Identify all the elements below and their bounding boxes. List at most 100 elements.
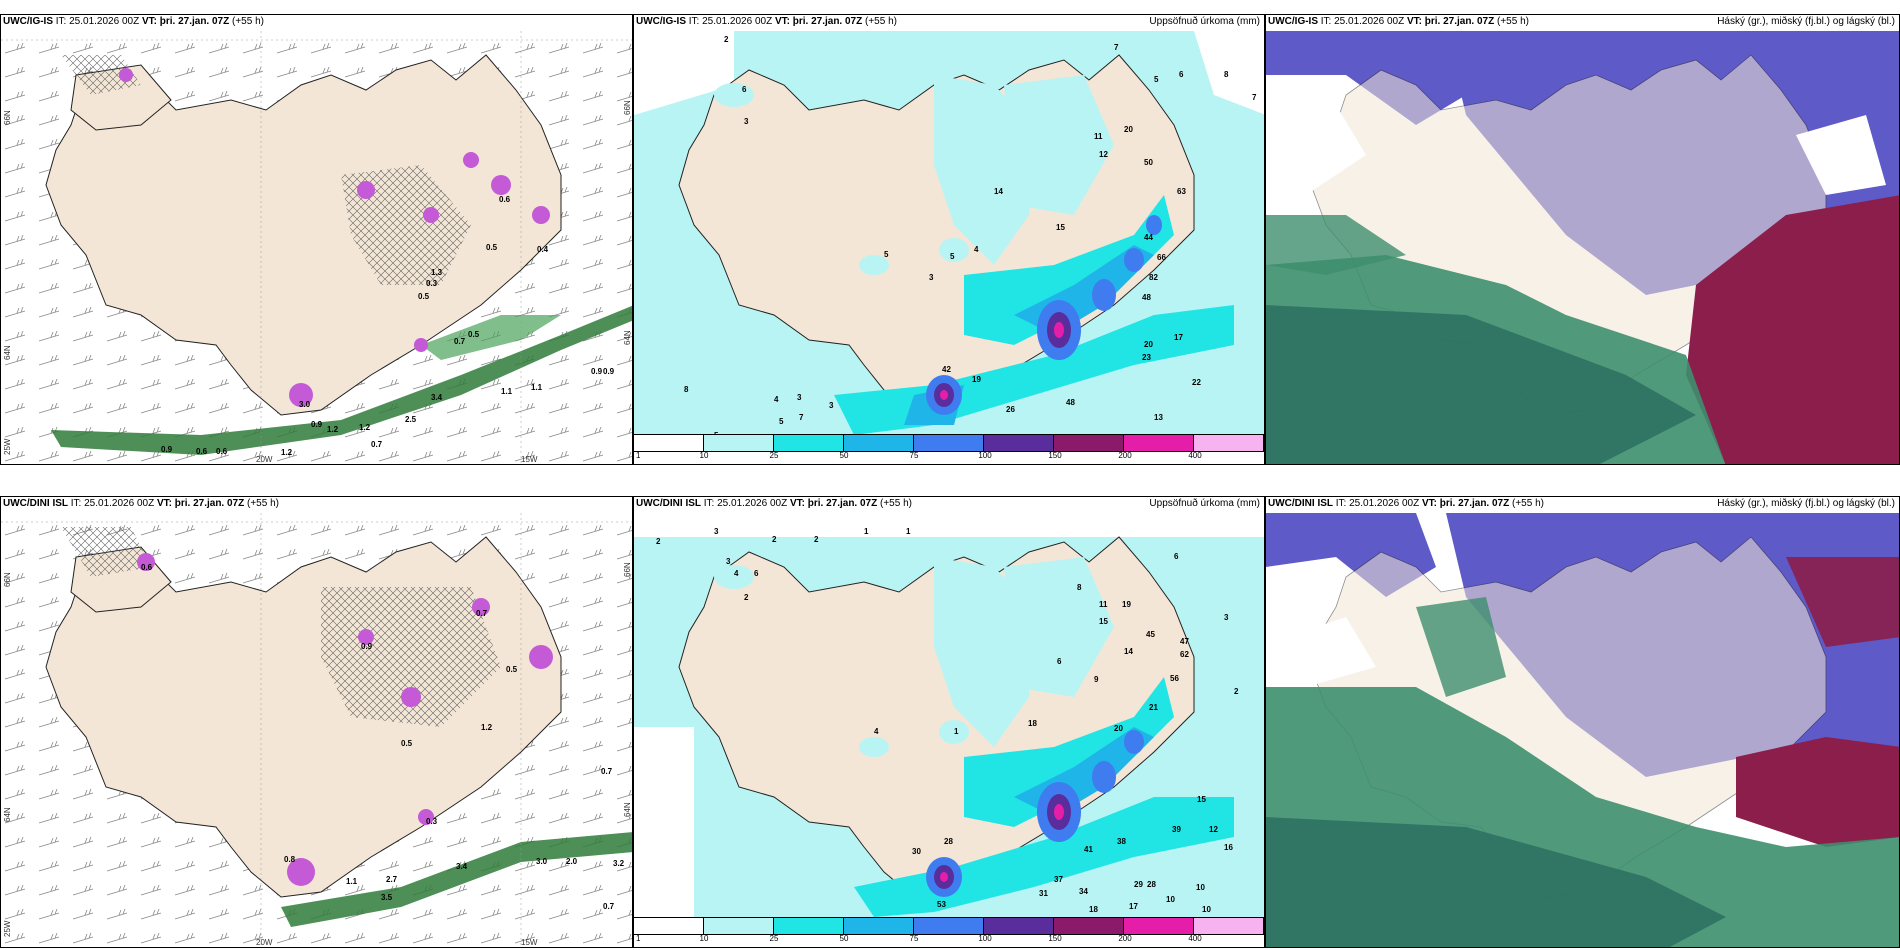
model-name: UWC/DINI ISL (1268, 498, 1333, 509)
it-value: 25.01.2026 00Z (84, 498, 155, 509)
lon-label-20w: 20W (256, 938, 273, 947)
colorbar-label: 10 (699, 451, 709, 460)
value-label: 0.6 (141, 563, 153, 572)
value-label: 19 (972, 375, 981, 384)
value-label: 3 (726, 557, 731, 566)
value-label: 53 (937, 900, 946, 909)
value-label: 34 (1079, 887, 1088, 896)
value-label: 12 (1099, 150, 1108, 159)
value-label: 44 (1144, 233, 1153, 242)
value-label: 31 (1039, 889, 1048, 898)
value-label: 15 (1056, 223, 1065, 232)
lat-label-66: 66N (3, 110, 12, 125)
value-label: 0.7 (454, 337, 466, 346)
value-label: 48 (1066, 398, 1075, 407)
value-label: 18 (1028, 719, 1037, 728)
value-label: 1.1 (501, 387, 513, 396)
value-label: 1.3 (431, 268, 443, 277)
colorbar-label: 75 (909, 451, 919, 460)
value-label: 2.7 (386, 875, 398, 884)
panel-header: UWC/IG-IS IT: 25.01.2026 00Z VT: þri. 27… (634, 15, 1264, 31)
value-label: 0.7 (603, 902, 615, 911)
it-label: IT: (1335, 498, 1347, 509)
value-label: 3 (797, 393, 802, 402)
it-label: IT: (1320, 16, 1332, 27)
value-label: 2 (772, 535, 777, 544)
value-label: 0.6 (216, 447, 228, 456)
value-label: 7 (1252, 93, 1257, 102)
value-label: 0.3 (426, 817, 438, 826)
value-label: 6 (1174, 552, 1179, 561)
value-label: 1.2 (281, 448, 293, 457)
value-label: 12 (1209, 825, 1218, 834)
value-label: 5 (1154, 75, 1159, 84)
colorbar-label: 25 (769, 934, 779, 943)
it-value: 25.01.2026 00Z (1349, 498, 1420, 509)
value-label: 14 (1124, 647, 1133, 656)
colorbar-swatch (1194, 918, 1264, 934)
value-label: 3 (744, 117, 749, 126)
panel-header: UWC/DINI ISL IT: 25.01.2026 00Z VT: þri.… (1, 497, 632, 513)
lat-right-66: 66N (623, 562, 632, 577)
colorbar-label: 1 (636, 934, 641, 943)
value-label: 0.9 (311, 420, 323, 429)
vt-label: VT: (789, 498, 805, 509)
value-label: 0.9 (603, 367, 615, 376)
value-label: 21 (1149, 703, 1158, 712)
value-label: 37 (1054, 875, 1063, 884)
value-label: 15 (1197, 795, 1206, 804)
value-label: 14 (994, 187, 1003, 196)
vt-value: þri. 27.jan. 07Z (159, 16, 230, 27)
lon-label-15w: 15W (521, 938, 538, 947)
colorbar-label: 150 (1048, 934, 1062, 943)
value-label: 1 (864, 527, 869, 536)
panel-header: UWC/IG-IS IT: 25.01.2026 00Z VT: þri. 27… (1266, 15, 1899, 31)
value-label: 66 (1157, 253, 1166, 262)
colorbar-label: 150 (1048, 451, 1062, 460)
value-label: 1.2 (327, 425, 339, 434)
value-label: 3.2 (613, 859, 625, 868)
value-label: 8 (1224, 70, 1229, 79)
colorbar-swatch (634, 918, 704, 934)
value-label: 23 (1142, 353, 1151, 362)
map-canvas (1, 31, 632, 464)
lon-label-25w: 25W (3, 920, 12, 937)
colorbar-swatch (984, 435, 1054, 451)
value-label: 0.4 (537, 245, 549, 254)
value-label: 1 (954, 727, 959, 736)
value-label: 11 (1099, 600, 1108, 609)
panel-igis-clouds: UWC/IG-IS IT: 25.01.2026 00Z VT: þri. 27… (1265, 14, 1900, 465)
vt-label: VT: (1421, 498, 1437, 509)
value-label: 28 (1147, 880, 1156, 889)
colorbar-label: 200 (1118, 451, 1132, 460)
colorbar-swatch (914, 918, 984, 934)
value-label: 62 (1180, 650, 1189, 659)
value-label: 48 (1142, 293, 1151, 302)
value-label: 18 (1089, 905, 1098, 914)
value-label: 82 (1149, 273, 1158, 282)
value-label: 0.9 (361, 642, 373, 651)
lon-label-25w: 25W (3, 438, 12, 455)
value-label: 5 (884, 250, 889, 259)
value-label: 0.5 (486, 243, 498, 252)
snow-band-south (281, 832, 632, 927)
value-label: 1.2 (359, 423, 371, 432)
map-canvas (634, 31, 1264, 436)
colorbar-swatch (1054, 435, 1124, 451)
vt-value: þri. 27.jan. 07Z (1439, 498, 1510, 509)
colorbar-label: 1 (636, 451, 641, 460)
panel-header: UWC/DINI ISL IT: 25.01.2026 00Z VT: þri.… (1266, 497, 1899, 513)
colorbar-label: 50 (839, 934, 849, 943)
colorbar-swatch (1194, 435, 1264, 451)
panel-header: UWC/IG-IS IT: 25.01.2026 00Z VT: þri. 27… (1, 15, 632, 31)
value-label: 2 (724, 35, 729, 44)
value-label: 15 (1099, 617, 1108, 626)
model-name: UWC/IG-IS (636, 16, 686, 27)
value-label: 1.2 (481, 723, 493, 732)
colorbar-label: 75 (909, 934, 919, 943)
value-label: 41 (1084, 845, 1093, 854)
value-label: 10 (1202, 905, 1211, 914)
vt-label: VT: (1406, 16, 1422, 27)
iceland-landmass (45, 54, 562, 416)
value-label: 26 (1006, 405, 1015, 414)
